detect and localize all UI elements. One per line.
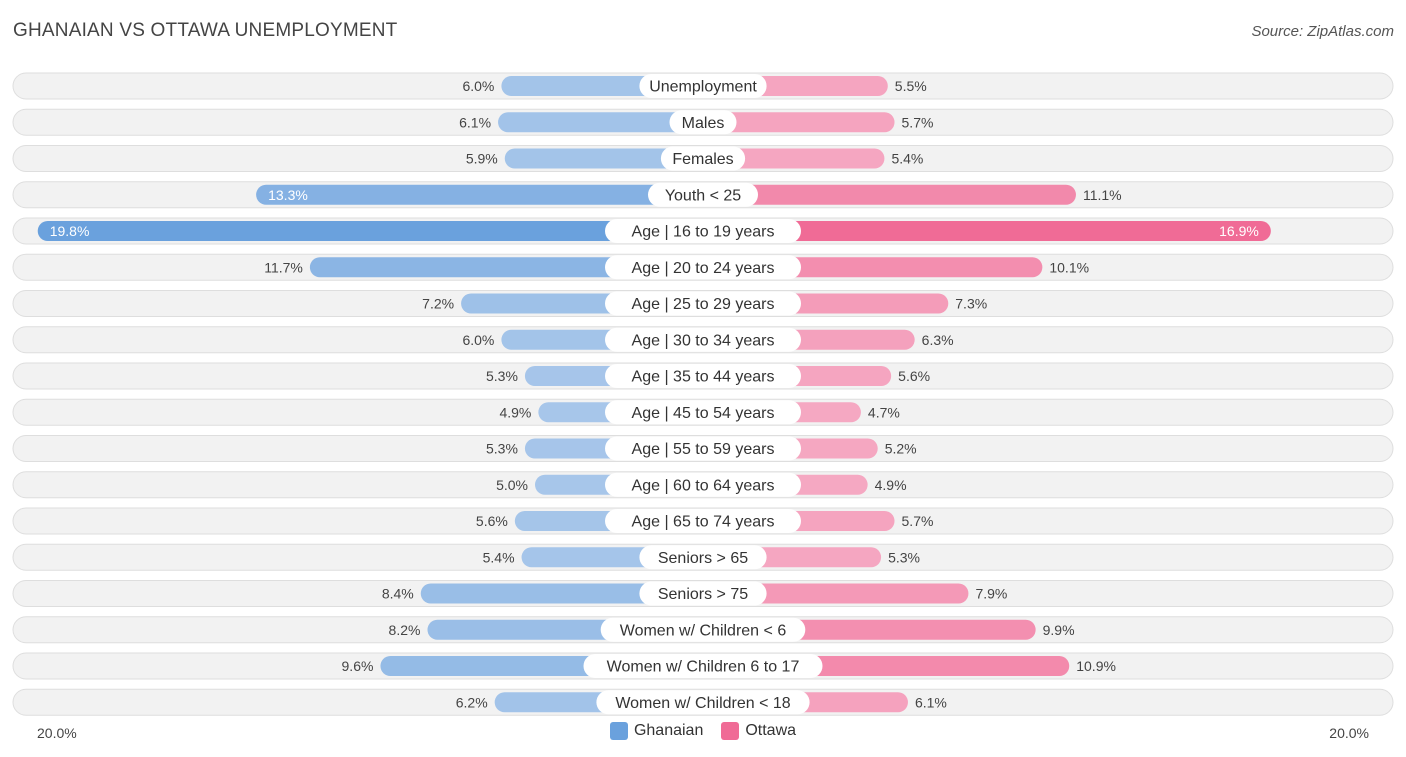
category-label: Women w/ Children 6 to 17 — [607, 659, 800, 676]
category-label-bg — [648, 182, 758, 207]
value-label-ottawa: 7.3% — [955, 296, 987, 312]
category-label-bg — [605, 219, 801, 243]
value-label-ghanaian: 5.3% — [486, 368, 518, 384]
value-label-ottawa: 4.7% — [868, 404, 900, 420]
category-label-bg — [583, 654, 823, 678]
category-label-bg — [605, 327, 801, 352]
value-label-ghanaian: 6.0% — [462, 78, 494, 94]
category-label: Age | 30 to 34 years — [632, 332, 775, 349]
legend-item-ghanaian[interactable]: Ghanaian — [609, 722, 704, 740]
category-label: Age | 35 to 44 years — [632, 369, 775, 386]
value-label-ghanaian: 11.7% — [264, 259, 303, 275]
value-label-ghanaian: 8.4% — [382, 586, 414, 602]
value-label-ghanaian: 13.3% — [268, 187, 308, 203]
category-label: Age | 45 to 54 years — [632, 405, 775, 422]
category-label-bg — [605, 291, 801, 316]
bar-ottawa — [703, 583, 969, 604]
value-label-ottawa: 10.9% — [1076, 658, 1116, 674]
value-label-ottawa: 9.9% — [1043, 622, 1075, 638]
bar-ghanaian — [504, 148, 703, 169]
category-label: Age | 16 to 19 years — [632, 224, 775, 241]
legend-label-ghanaian: Ghanaian — [633, 722, 704, 739]
category-label-bg — [669, 110, 737, 135]
value-label-ottawa: 5.3% — [888, 549, 920, 565]
legend-swatch-ottawa — [721, 722, 740, 740]
value-label-ottawa: 6.1% — [915, 694, 947, 710]
category-label-bg — [605, 472, 801, 497]
value-label-ghanaian: 5.6% — [476, 513, 508, 529]
value-label-ghanaian: 5.3% — [486, 441, 518, 457]
category-label-bg — [605, 364, 801, 388]
category-label: Age | 20 to 24 years — [632, 260, 775, 277]
category-label-bg — [639, 74, 767, 98]
value-label-ottawa: 4.9% — [875, 477, 907, 493]
category-label-bg — [605, 436, 801, 461]
category-label: Females — [672, 151, 733, 168]
value-label-ottawa: 11.1% — [1083, 187, 1122, 203]
value-label-ottawa: 5.6% — [898, 368, 930, 384]
category-label: Women w/ Children < 18 — [615, 695, 790, 712]
value-label-ottawa: 16.9% — [1219, 223, 1259, 239]
category-label-bg — [600, 617, 806, 642]
category-label: Women w/ Children < 6 — [620, 622, 787, 639]
category-label-bg — [605, 509, 801, 533]
bar-ottawa — [703, 184, 1076, 205]
value-label-ghanaian: 8.2% — [389, 622, 421, 638]
value-label-ottawa: 5.4% — [891, 151, 923, 167]
value-label-ottawa: 5.2% — [885, 441, 917, 457]
bar-ottawa — [703, 148, 885, 169]
value-label-ottawa: 5.7% — [902, 114, 934, 130]
value-label-ghanaian: 9.6% — [342, 658, 374, 674]
value-label-ghanaian: 6.0% — [462, 332, 494, 348]
value-label-ottawa: 6.3% — [922, 332, 954, 348]
category-label: Age | 60 to 64 years — [632, 477, 775, 494]
bar-ghanaian — [309, 257, 703, 278]
category-label-bg — [639, 545, 767, 570]
value-label-ghanaian: 5.4% — [483, 549, 515, 565]
value-label-ottawa: 5.5% — [895, 78, 927, 94]
bar-ghanaian — [37, 221, 704, 241]
bar-ottawa — [703, 221, 1271, 241]
category-label: Age | 55 to 59 years — [632, 441, 775, 458]
source-credit: Source: ZipAtlas.com — [1251, 23, 1394, 40]
value-label-ghanaian: 6.2% — [456, 694, 488, 710]
category-label: Age | 25 to 29 years — [632, 296, 775, 313]
value-label-ghanaian: 7.2% — [422, 296, 454, 312]
value-label-ghanaian: 19.8% — [50, 223, 90, 239]
value-label-ghanaian: 4.9% — [499, 404, 531, 420]
axis-right-label: 20.0% — [1329, 725, 1369, 741]
value-label-ottawa: 10.1% — [1049, 259, 1089, 275]
legend-swatch-ghanaian — [609, 722, 628, 740]
value-label-ghanaian: 5.0% — [496, 477, 528, 493]
chart-title: GHANAIAN VS OTTAWA UNEMPLOYMENT — [13, 20, 398, 41]
bar-ghanaian — [498, 112, 703, 133]
category-label: Seniors > 65 — [658, 550, 748, 567]
value-label-ottawa: 5.7% — [902, 513, 934, 529]
category-label-bg — [639, 581, 767, 606]
legend: Ghanaian Ottawa — [0, 722, 1406, 740]
value-label-ghanaian: 5.9% — [466, 151, 498, 167]
legend-item-ottawa[interactable]: Ottawa — [721, 722, 796, 740]
category-label: Unemployment — [649, 79, 757, 96]
category-label: Age | 65 to 74 years — [632, 514, 775, 531]
value-label-ghanaian: 6.1% — [459, 114, 491, 130]
category-label: Seniors > 75 — [658, 586, 748, 603]
bar-ghanaian — [420, 583, 703, 604]
axis-left-label: 20.0% — [37, 725, 77, 741]
category-label-bg — [660, 146, 746, 171]
bar-ghanaian — [256, 184, 703, 205]
category-label-bg — [596, 690, 810, 715]
value-label-ottawa: 7.9% — [975, 586, 1007, 602]
category-label-bg — [605, 255, 801, 280]
category-label-bg — [605, 400, 801, 425]
legend-label-ottawa: Ottawa — [745, 722, 797, 739]
category-label: Males — [682, 115, 725, 132]
category-label: Youth < 25 — [665, 187, 741, 204]
bar-ottawa — [703, 112, 895, 133]
